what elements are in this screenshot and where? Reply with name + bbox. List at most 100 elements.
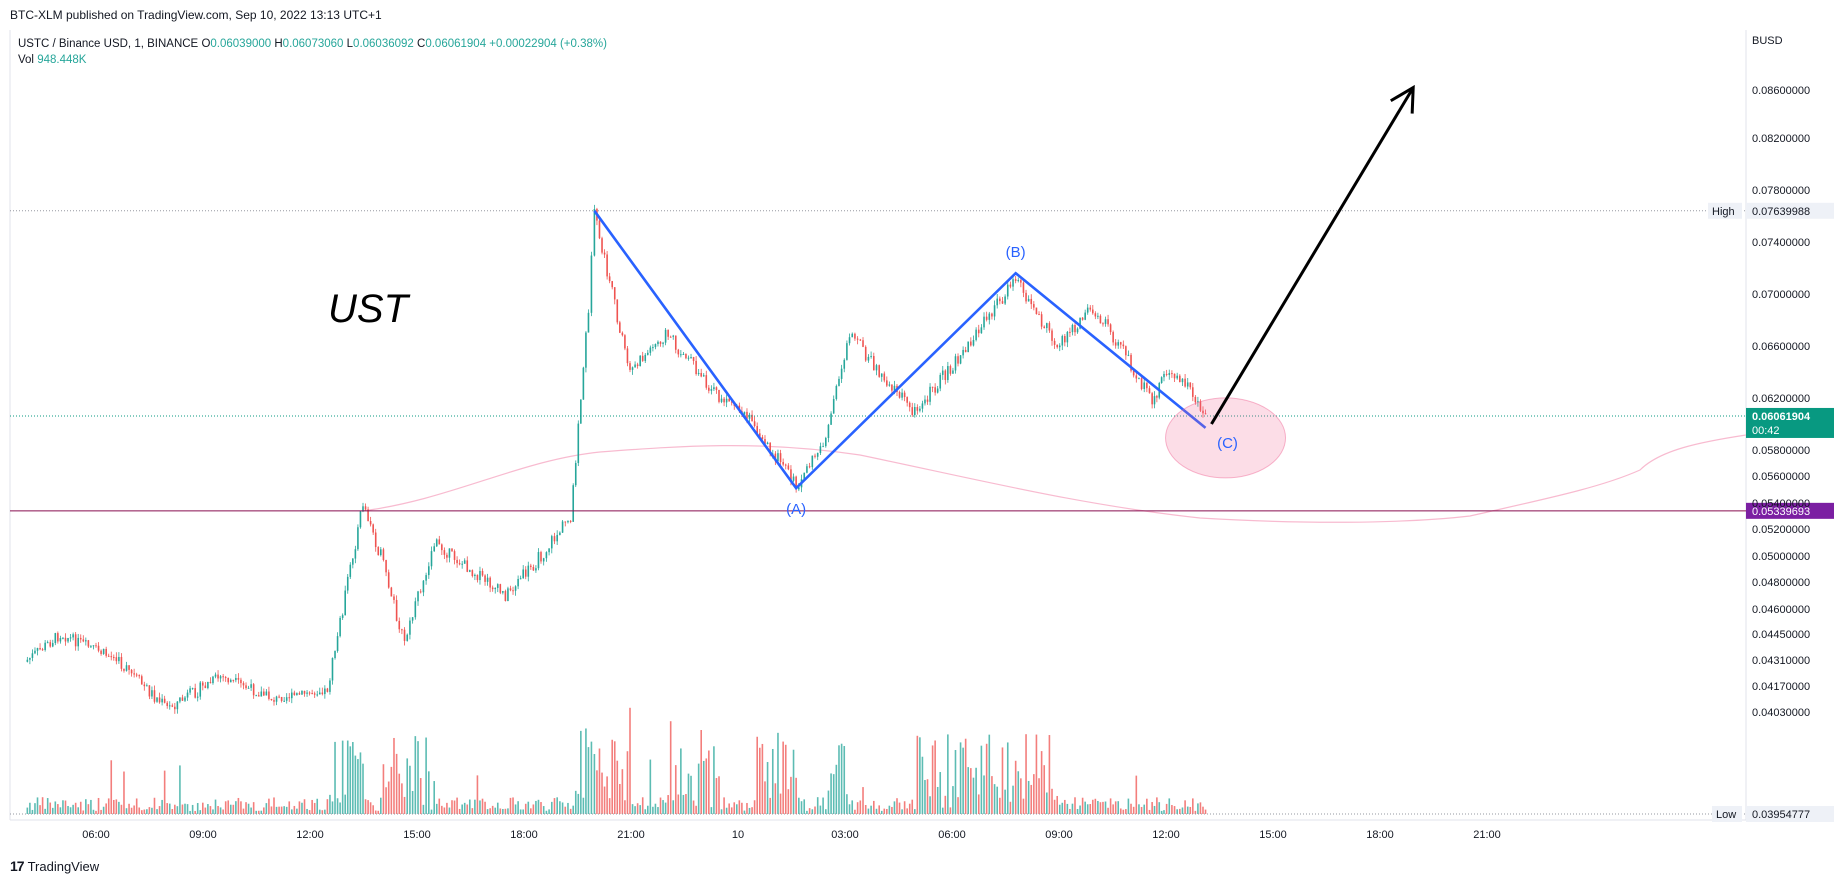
candle-body — [1138, 378, 1140, 380]
volume-bar — [1199, 802, 1202, 814]
candle-body — [174, 706, 176, 710]
candle-body — [257, 695, 260, 697]
volume-bar — [41, 797, 44, 814]
candle-body — [598, 220, 601, 239]
candle-body — [952, 370, 954, 374]
volume-bar — [512, 797, 514, 814]
candle-body — [306, 692, 308, 694]
volume-bar — [1043, 765, 1046, 814]
volume-bar — [102, 806, 105, 814]
candle-body — [321, 692, 324, 695]
candle-body — [1160, 377, 1163, 384]
candle-body — [700, 372, 702, 377]
volume-bar — [914, 809, 916, 814]
candle-body — [985, 316, 988, 320]
volume-bar — [725, 807, 728, 814]
volume-bar — [156, 809, 158, 814]
volume-bar — [1027, 780, 1030, 814]
volume-bar — [359, 752, 362, 814]
x-tick-label: 12:00 — [296, 829, 324, 841]
candle-body — [1119, 342, 1122, 345]
candle-body — [708, 387, 710, 391]
candle-body — [832, 399, 835, 414]
volume-bar — [403, 796, 406, 814]
volume-bar — [324, 809, 326, 814]
drawings: (A) (B) (C) — [593, 84, 1415, 518]
volume-bar — [924, 780, 926, 814]
volume-bar — [1171, 805, 1173, 814]
volume-bar — [202, 802, 204, 814]
candle-body — [1173, 373, 1176, 379]
volume-bar — [406, 758, 409, 814]
volume-bar — [784, 744, 787, 814]
volume-bar — [194, 810, 196, 814]
volume-bar — [822, 797, 824, 814]
volume-bar — [806, 810, 808, 814]
candle-body — [74, 634, 77, 647]
candle-body — [403, 629, 406, 641]
volume-bar — [1033, 774, 1035, 814]
volume-bar — [296, 808, 298, 814]
tradingview-logo[interactable]: 17 TradingView — [10, 858, 99, 874]
volume-bar — [999, 797, 1001, 814]
candle-body — [967, 341, 969, 353]
candle-body — [446, 554, 448, 558]
chart-title-ust: UST — [328, 287, 411, 331]
volume-bar — [260, 810, 263, 814]
candle-body — [471, 570, 474, 577]
volume-bar — [1102, 801, 1104, 814]
volume-bar — [790, 776, 792, 814]
candle-body — [334, 651, 336, 659]
volume-bar — [494, 807, 497, 814]
candle-body — [1038, 314, 1040, 316]
volume-bar — [26, 807, 29, 814]
high-value-label: 0.07639988 — [1752, 206, 1810, 218]
candle-body — [406, 634, 409, 641]
volume-bar — [90, 799, 92, 814]
volume-bar — [1086, 804, 1089, 814]
volume-bar — [1048, 735, 1051, 814]
volume-bar — [110, 760, 113, 814]
candle-body — [148, 685, 151, 697]
candle-body — [293, 692, 296, 696]
candle-body — [499, 584, 502, 593]
candle-body — [644, 354, 647, 361]
candle-body — [72, 634, 74, 638]
volume-bar — [344, 794, 346, 814]
volume-bar — [105, 803, 107, 814]
volume-bar — [504, 808, 507, 814]
volume-bar — [171, 809, 174, 814]
candle-body — [451, 548, 453, 552]
candle-body — [430, 551, 433, 567]
candle-body — [1017, 280, 1020, 282]
candle-body — [835, 385, 838, 400]
candle-body — [692, 357, 695, 361]
symbol-label[interactable]: USTC / Binance USD, 1, BINANCE — [18, 38, 199, 50]
volume-bar — [275, 806, 278, 814]
volume-bar — [54, 801, 57, 814]
x-tick-label: 03:00 — [831, 829, 859, 841]
candle-body — [240, 679, 242, 684]
candle-body — [705, 375, 708, 388]
candle-body — [1132, 370, 1135, 376]
candle-body — [235, 677, 237, 681]
volume-bar — [901, 809, 903, 814]
candle-body — [303, 690, 306, 694]
candle-body — [252, 684, 255, 696]
candle-body — [1117, 342, 1120, 346]
candle-body — [856, 338, 859, 340]
candles — [26, 204, 1207, 714]
volume-bar — [944, 795, 947, 814]
candle-body — [559, 532, 561, 535]
volume-bar — [385, 787, 387, 814]
candle-body — [710, 389, 713, 391]
candle-body — [179, 697, 181, 702]
candle-body — [125, 665, 128, 671]
volume-bar — [428, 771, 430, 814]
wave-label: (C) — [1217, 435, 1238, 452]
volume-bar — [140, 810, 143, 814]
candle-body — [652, 347, 654, 349]
candle-body — [326, 688, 329, 692]
close-value: 0.06061904 — [425, 38, 487, 50]
